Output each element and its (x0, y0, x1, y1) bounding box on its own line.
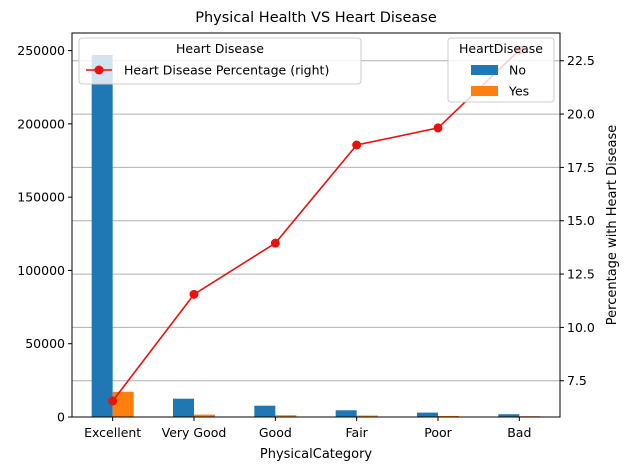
line-point (189, 289, 199, 299)
line-point (108, 396, 118, 406)
x-tick-label: Excellent (84, 425, 141, 440)
y-tick-label: 0 (57, 410, 65, 425)
legend-swatch-no (471, 65, 498, 75)
bar-yes (438, 415, 459, 417)
x-tick-label: Very Good (162, 425, 227, 440)
bar-no (335, 410, 357, 417)
x-tick-label: Fair (346, 425, 369, 440)
y-tick-label: 150000 (17, 190, 65, 205)
x-tick-label: Good (259, 425, 292, 440)
legend-bars: HeartDisease No Yes (447, 37, 555, 103)
legend-title: Heart Disease (176, 41, 264, 56)
y2-tick-label: 12.5 (567, 267, 595, 282)
y2-tick-label: 7.5 (567, 373, 587, 388)
y2-tick-label: 17.5 (567, 160, 595, 175)
line-point (270, 238, 280, 248)
bar-yes (356, 415, 378, 417)
legend-box (78, 37, 362, 85)
bar-yes (275, 415, 297, 417)
line-point (352, 140, 362, 150)
bar-no (498, 414, 520, 417)
y2-tick-label: 15.0 (567, 213, 595, 228)
line-path (112, 49, 520, 402)
legend-entry: No (509, 63, 526, 78)
bars (91, 54, 541, 417)
percentage-line (108, 45, 524, 406)
bar-no (173, 398, 194, 417)
y-tick-label: 50000 (25, 336, 65, 351)
gridlines (72, 60, 560, 382)
y2-tick-label: 10.0 (567, 320, 595, 335)
y2-tick-label: 20.0 (567, 107, 595, 122)
x-tick-label: Poor (424, 425, 452, 440)
bar-no (91, 54, 113, 417)
bar-no (417, 412, 438, 417)
bar-yes (194, 414, 215, 417)
right-axis-ticks: 7.5 10.0 12.5 15.0 17.5 20.0 22.5 (560, 53, 595, 388)
left-axis-ticks: 0 50000 100000 150000 200000 250000 (17, 43, 72, 425)
line-point (433, 123, 443, 133)
x-axis-ticks: Excellent Very Good Good Fair Poor Bad (84, 417, 531, 440)
legend-swatch-yes (471, 86, 498, 96)
legend-entry: Heart Disease Percentage (right) (124, 63, 329, 78)
legend-line: Heart Disease Heart Disease Percentage (r… (78, 37, 362, 85)
right-axis-label: Percentage with Heart Disease (605, 125, 620, 325)
legend-title: HeartDisease (459, 41, 543, 56)
bar-yes (112, 391, 134, 417)
y-tick-label: 100000 (17, 263, 65, 278)
y-tick-label: 250000 (17, 43, 65, 58)
legend-line-marker (94, 65, 104, 75)
plot-frame (71, 32, 561, 418)
y2-tick-label: 22.5 (567, 53, 595, 68)
bar-no (254, 405, 276, 417)
legend-entry: Yes (508, 84, 529, 99)
y-tick-label: 200000 (17, 116, 65, 131)
x-tick-label: Bad (507, 425, 531, 440)
chart-title: Physical Health VS Heart Disease (195, 10, 437, 26)
x-axis-label: PhysicalCategory (260, 447, 373, 462)
